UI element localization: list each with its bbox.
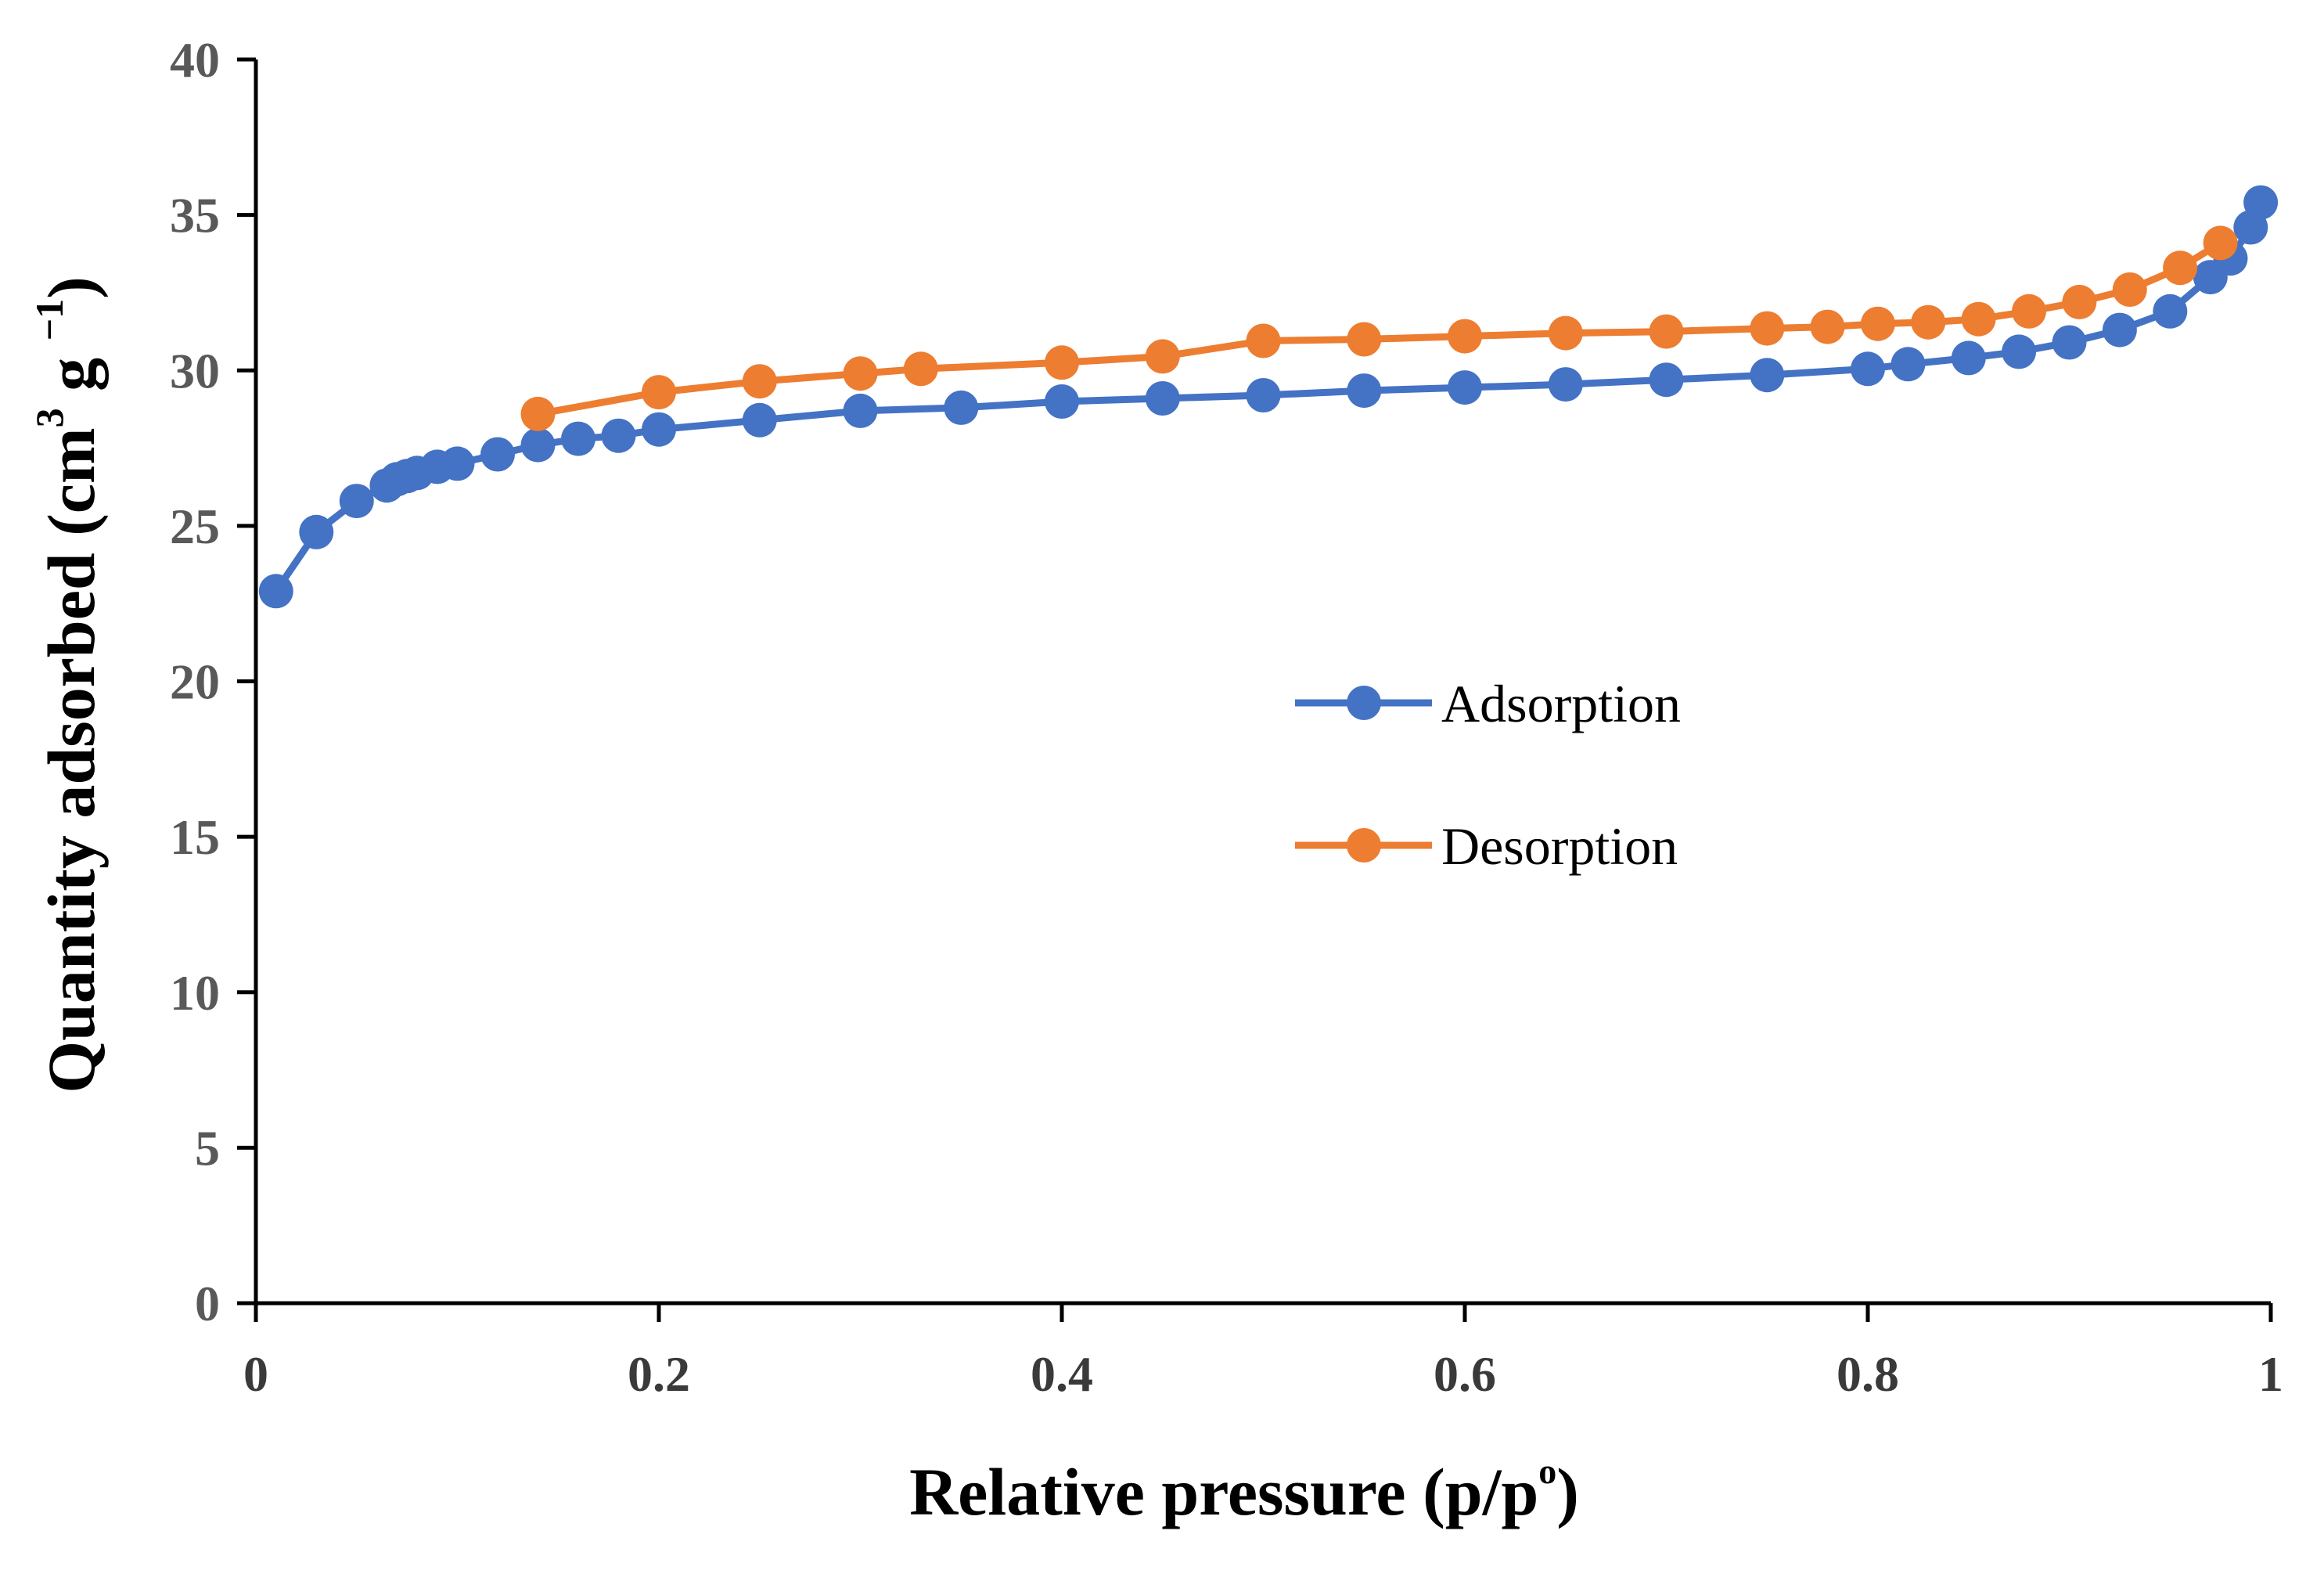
data-point-adsorption	[2153, 294, 2188, 329]
x-tick-label: 0.4	[1031, 1346, 1093, 1402]
data-point-adsorption	[480, 437, 515, 472]
x-tick-label: 0	[243, 1346, 268, 1402]
data-point-desorption	[2203, 225, 2238, 261]
data-point-adsorption	[258, 574, 293, 609]
data-point-desorption	[742, 364, 777, 399]
y-tick-label: 20	[170, 654, 220, 710]
data-point-desorption	[2012, 294, 2046, 329]
data-point-adsorption	[2002, 334, 2037, 369]
data-point-adsorption	[440, 446, 475, 481]
data-point-adsorption	[1548, 367, 1583, 402]
x-tick-label: 0.2	[628, 1346, 690, 1402]
data-point-adsorption	[1448, 370, 1482, 405]
x-tick-label: 0.6	[1434, 1346, 1496, 1402]
data-point-desorption	[1810, 309, 1845, 344]
y-tick-label: 15	[170, 809, 220, 865]
data-point-adsorption	[1045, 384, 1079, 419]
data-point-adsorption	[642, 412, 676, 447]
data-point-adsorption	[944, 390, 979, 425]
data-point-desorption	[1347, 322, 1382, 357]
y-tick-label: 35	[170, 188, 220, 243]
data-point-desorption	[642, 375, 676, 410]
data-point-desorption	[903, 351, 938, 387]
data-point-adsorption	[299, 514, 334, 549]
legend-marker-adsorption	[1347, 686, 1381, 720]
data-point-desorption	[2062, 284, 2097, 319]
x-axis-ticks: 0 0.2 0.4 0.6 0.8 1	[243, 1303, 2283, 1402]
data-point-desorption	[1246, 323, 1281, 358]
data-point-adsorption	[2052, 325, 2087, 360]
y-axis-title: Quantity adsorbed (cm3 g −1)	[27, 276, 109, 1093]
data-point-adsorption	[1145, 381, 1180, 416]
data-point-desorption	[1911, 304, 1946, 340]
data-point-adsorption	[2102, 312, 2137, 348]
legend: Adsorption Desorption	[1295, 674, 1681, 876]
legend-marker-desorption	[1347, 828, 1381, 863]
series-layer	[258, 185, 2279, 609]
data-point-adsorption	[1347, 373, 1382, 409]
y-tick-label: 10	[170, 965, 220, 1021]
data-point-adsorption	[561, 421, 595, 456]
data-point-desorption	[2112, 272, 2147, 307]
y-tick-label: 5	[195, 1120, 220, 1176]
y-axis-ticks: 0 5 10 15 20 25 30 35 40	[170, 32, 256, 1331]
data-point-desorption	[2163, 250, 2198, 286]
data-point-desorption	[843, 356, 878, 391]
x-axis-title: Relative pressure (p/po)	[909, 1451, 1579, 1529]
data-point-adsorption	[2243, 185, 2279, 220]
data-point-desorption	[1548, 315, 1583, 351]
data-point-adsorption	[843, 393, 878, 428]
data-point-adsorption	[1851, 351, 1885, 387]
data-point-adsorption	[1750, 358, 1785, 393]
data-point-desorption	[1961, 301, 1996, 337]
data-point-desorption	[1145, 339, 1180, 374]
legend-item-desorption: Desorption	[1295, 816, 1678, 876]
data-point-adsorption	[1649, 362, 1684, 398]
x-tick-label: 1	[2258, 1346, 2283, 1402]
data-point-desorption	[1045, 345, 1079, 380]
data-point-desorption	[1448, 319, 1482, 354]
data-point-adsorption	[742, 402, 777, 438]
y-tick-label: 25	[170, 499, 220, 554]
data-point-adsorption	[1246, 378, 1281, 412]
data-point-adsorption	[1951, 340, 1986, 376]
data-point-adsorption	[520, 427, 556, 463]
y-tick-label: 0	[195, 1276, 220, 1331]
series-line-desorption	[537, 240, 2222, 418]
data-point-desorption	[1860, 306, 1895, 341]
legend-label-adsorption: Adsorption	[1441, 674, 1681, 733]
data-point-desorption	[1750, 311, 1785, 346]
data-point-adsorption	[1890, 347, 1926, 382]
data-point-desorption	[520, 396, 556, 431]
series-adsorption	[258, 185, 2279, 609]
y-tick-label: 40	[170, 32, 220, 88]
y-tick-label: 30	[170, 343, 220, 398]
legend-label-desorption: Desorption	[1441, 816, 1678, 876]
data-point-adsorption	[601, 418, 636, 453]
data-point-adsorption	[339, 484, 374, 519]
x-tick-label: 0.8	[1837, 1346, 1899, 1402]
data-point-desorption	[1649, 314, 1684, 349]
series-desorption	[520, 225, 2238, 431]
legend-item-adsorption: Adsorption	[1295, 674, 1681, 733]
